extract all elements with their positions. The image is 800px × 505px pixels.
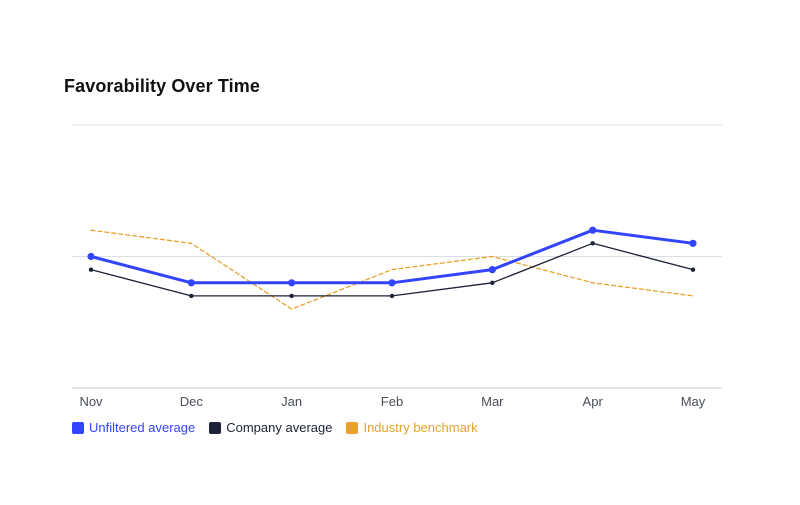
legend-item[interactable]: Company average: [209, 420, 332, 435]
data-point: [88, 267, 94, 272]
series-lines: [87, 226, 697, 310]
legend-swatch: [346, 421, 359, 434]
legend-label: Industry benchmark: [363, 420, 478, 435]
x-axis-ticks: Nov Dec Jan Feb Mar Apr May: [79, 394, 705, 409]
chart-title: Favorability Over Time: [64, 76, 260, 96]
data-point: [690, 267, 696, 272]
legend-item[interactable]: Industry benchmark: [346, 420, 478, 435]
grid-lines: [72, 124, 722, 389]
x-tick-label: Jan: [281, 394, 302, 409]
data-point: [388, 279, 396, 287]
x-tick-label: Nov: [79, 394, 103, 409]
chart-legend: Unfiltered average Company average Industr…: [72, 420, 492, 435]
legend-swatch: [209, 421, 222, 434]
series-industry-benchmark: [90, 229, 694, 310]
series-line: [90, 229, 694, 310]
x-tick-label: May: [681, 394, 706, 409]
data-point: [488, 266, 496, 274]
data-point: [288, 279, 296, 287]
legend-label: Unfiltered average: [89, 420, 196, 435]
x-tick-label: Apr: [583, 394, 604, 409]
x-tick-label: Mar: [481, 394, 504, 409]
data-point: [590, 241, 595, 246]
series-company-average: [88, 241, 696, 299]
x-tick-label: Dec: [180, 394, 204, 409]
legend-item[interactable]: Unfiltered average: [72, 420, 195, 435]
data-point: [289, 293, 294, 299]
data-point: [490, 280, 495, 285]
legend-label: Company average: [226, 420, 333, 435]
data-point: [189, 293, 194, 299]
series-unfiltered-average: [87, 226, 697, 287]
x-tick-label: Feb: [381, 394, 403, 409]
data-point: [87, 252, 95, 261]
data-point: [689, 239, 697, 247]
data-point: [389, 293, 395, 299]
data-point: [589, 226, 597, 234]
data-point: [187, 279, 195, 287]
legend-swatch: [72, 421, 84, 434]
